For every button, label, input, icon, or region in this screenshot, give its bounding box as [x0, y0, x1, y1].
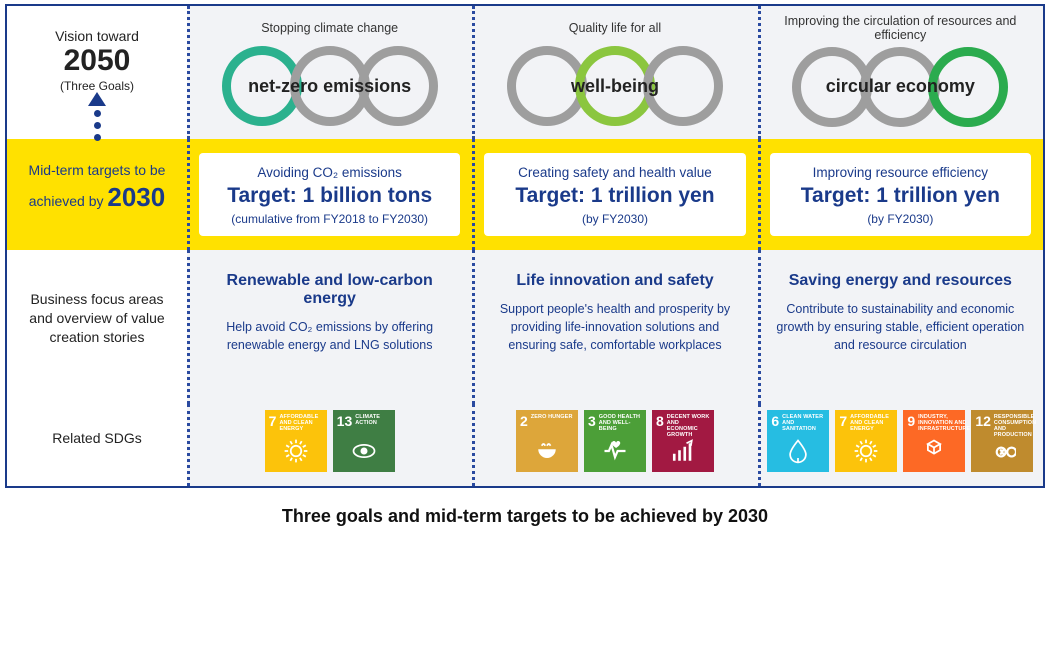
- target-3: Improving resource efficiency Target: 1 …: [758, 139, 1043, 250]
- sdgs-label: Related SDGs: [7, 404, 187, 486]
- focus-3-d: Contribute to sustainability and economi…: [776, 300, 1025, 376]
- goal-3-main: circular economy: [792, 45, 1008, 129]
- sdg-tile-6: 6CLEAN WATER AND SANITATION: [767, 410, 829, 472]
- target-2-t2: Target: 1 trillion yen: [492, 184, 737, 208]
- rings-2: well-being: [507, 44, 723, 128]
- target-1-t2: Target: 1 billion tons: [207, 184, 452, 208]
- vision-year: 2050: [17, 44, 177, 77]
- up-arrow-icon: [88, 92, 106, 141]
- target-1: Avoiding CO₂ emissions Target: 1 billion…: [187, 139, 472, 250]
- sdg-tile-12: 12RESPONSIBLE CONSUMPTION AND PRODUCTION: [971, 410, 1033, 472]
- goal-1-sub: Stopping climate change: [193, 14, 466, 42]
- focus-2-d: Support people's health and prosperity b…: [490, 300, 739, 376]
- vision-label: Vision toward 2050 (Three Goals): [7, 6, 187, 139]
- sdg-tile-7: 7AFFORDABLE AND CLEAN ENERGY: [265, 410, 327, 472]
- focus-1-d: Help avoid CO₂ emissions by offering ren…: [205, 318, 454, 394]
- rings-1: net-zero emissions: [222, 44, 438, 128]
- target-1-t1: Avoiding CO₂ emissions: [207, 165, 452, 180]
- focus-1: Renewable and low-carbon energy Help avo…: [187, 250, 472, 404]
- sdgs-1: 7AFFORDABLE AND CLEAN ENERGY13CLIMATE AC…: [187, 404, 472, 486]
- sdg-tile-13: 13CLIMATE ACTION: [333, 410, 395, 472]
- sdgs-2: 2ZERO HUNGER3GOOD HEALTH AND WELL-BEING8…: [472, 404, 757, 486]
- midterm-year: 2030: [107, 182, 165, 212]
- row-midterm-2030: Mid-term targets to be achieved by 2030 …: [7, 139, 1043, 250]
- focus-1-h: Renewable and low-carbon energy: [205, 272, 454, 308]
- focus-2: Life innovation and safety Support peopl…: [472, 250, 757, 404]
- focus-label: Business focus areas and overview of val…: [7, 250, 187, 404]
- goal-2-main: well-being: [507, 44, 723, 128]
- target-3-t3: (by FY2030): [778, 212, 1023, 226]
- sdg-tile-2: 2ZERO HUNGER: [516, 410, 578, 472]
- focus-3-h: Saving energy and resources: [776, 272, 1025, 290]
- target-1-t3: (cumulative from FY2018 to FY2030): [207, 212, 452, 226]
- row-sdgs: Related SDGs 7AFFORDABLE AND CLEAN ENERG…: [7, 404, 1043, 486]
- target-2-t3: (by FY2030): [492, 212, 737, 226]
- vision-l1: Vision toward: [17, 28, 177, 44]
- sdg-tile-8: 8DECENT WORK AND ECONOMIC GROWTH: [652, 410, 714, 472]
- caption: Three goals and mid-term targets to be a…: [0, 506, 1050, 527]
- sdg-tile-9: 9INDUSTRY, INNOVATION AND INFRASTRUCTURE: [903, 410, 965, 472]
- target-3-t2: Target: 1 trillion yen: [778, 184, 1023, 208]
- midterm-label: Mid-term targets to be achieved by 2030: [7, 139, 187, 250]
- row-vision-2050: Vision toward 2050 (Three Goals) Stoppin…: [7, 6, 1043, 139]
- sdg-tile-7: 7AFFORDABLE AND CLEAN ENERGY: [835, 410, 897, 472]
- goal-1-main: net-zero emissions: [222, 44, 438, 128]
- target-3-t1: Improving resource efficiency: [778, 165, 1023, 180]
- sdg-tile-3: 3GOOD HEALTH AND WELL-BEING: [584, 410, 646, 472]
- focus-3: Saving energy and resources Contribute t…: [758, 250, 1043, 404]
- sdgs-3: 6CLEAN WATER AND SANITATION7AFFORDABLE A…: [758, 404, 1043, 486]
- focus-2-h: Life innovation and safety: [490, 272, 739, 290]
- goal-1: Stopping climate change net-zero emissio…: [187, 6, 472, 139]
- goal-3-sub: Improving the circulation of resources a…: [764, 14, 1037, 43]
- target-2: Creating safety and health value Target:…: [472, 139, 757, 250]
- rings-3: circular economy: [792, 45, 1008, 129]
- infographic-frame: Vision toward 2050 (Three Goals) Stoppin…: [5, 4, 1045, 488]
- goal-3: Improving the circulation of resources a…: [758, 6, 1043, 139]
- goal-2: Quality life for all well-being: [472, 6, 757, 139]
- row-business-focus: Business focus areas and overview of val…: [7, 250, 1043, 404]
- goal-2-sub: Quality life for all: [478, 14, 751, 42]
- target-2-t1: Creating safety and health value: [492, 165, 737, 180]
